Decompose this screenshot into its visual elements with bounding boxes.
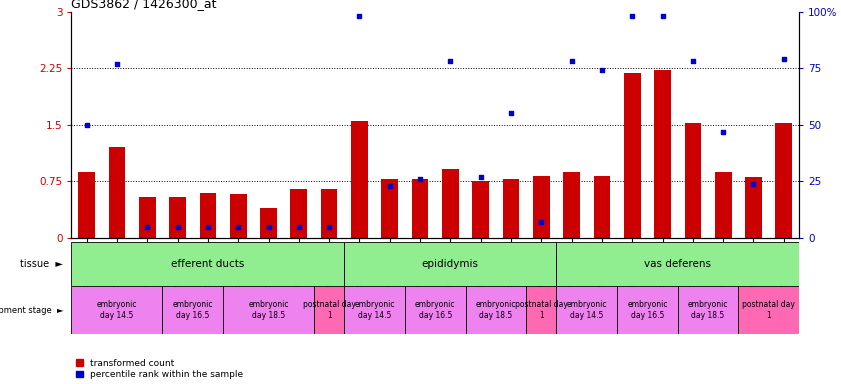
Bar [169,197,186,238]
Bar [654,70,671,238]
Point [201,223,214,230]
Text: embryonic
day 16.5: embryonic day 16.5 [172,300,213,320]
Text: embryonic
day 18.5: embryonic day 18.5 [248,300,288,320]
Text: embryonic
day 16.5: embryonic day 16.5 [415,300,456,320]
Point [444,58,458,65]
Bar [678,286,738,334]
Bar [775,123,792,238]
Bar [199,193,216,238]
Bar [405,286,466,334]
Text: postnatal day
1: postnatal day 1 [743,300,795,320]
Bar [738,286,799,334]
Bar [715,172,732,238]
Point [595,67,609,73]
Text: embryonic
day 16.5: embryonic day 16.5 [627,300,668,320]
Bar [139,197,156,238]
Point [777,56,791,62]
Bar [108,147,125,238]
Bar [351,121,368,238]
Point [383,183,396,189]
Bar [320,189,337,238]
Text: tissue  ►: tissue ► [20,259,63,269]
Bar [230,194,246,238]
Bar [557,286,617,334]
Point [110,61,124,67]
Bar [685,123,701,238]
Bar [71,242,344,286]
Text: development stage  ►: development stage ► [0,306,63,314]
Bar [594,176,611,238]
Bar [557,242,799,286]
Bar [162,286,223,334]
Text: embryonic
day 14.5: embryonic day 14.5 [97,300,137,320]
Text: efferent ducts: efferent ducts [172,259,245,269]
Bar [290,189,307,238]
Point [474,174,488,180]
Text: embryonic
day 18.5: embryonic day 18.5 [688,300,728,320]
Bar [344,242,557,286]
Text: vas deferens: vas deferens [644,259,711,269]
Point [747,180,760,187]
Text: GDS3862 / 1426300_at: GDS3862 / 1426300_at [71,0,217,10]
Bar [473,182,489,238]
Point [322,223,336,230]
Bar [71,286,162,334]
Bar [314,286,344,334]
Text: embryonic
day 14.5: embryonic day 14.5 [567,300,607,320]
Bar [563,172,580,238]
Text: embryonic
day 18.5: embryonic day 18.5 [476,300,516,320]
Point [352,13,366,19]
Bar [617,286,678,334]
Point [535,219,548,225]
Text: embryonic
day 14.5: embryonic day 14.5 [354,300,394,320]
Point [565,58,579,65]
Bar [466,286,526,334]
Point [231,223,245,230]
Text: epididymis: epididymis [422,259,479,269]
Point [656,13,669,19]
Text: postnatal day
1: postnatal day 1 [515,300,568,320]
Point [717,129,730,135]
Bar [526,286,557,334]
Point [413,176,426,182]
Bar [533,176,550,238]
Point [686,58,700,65]
Bar [382,179,398,238]
Point [505,111,518,117]
Bar [624,73,641,238]
Bar [260,208,277,238]
Bar [78,172,95,238]
Point [292,223,305,230]
Bar [412,179,428,238]
Bar [503,179,520,238]
Point [626,13,639,19]
Point [262,223,275,230]
Point [140,223,154,230]
Point [171,223,184,230]
Legend: transformed count, percentile rank within the sample: transformed count, percentile rank withi… [76,359,244,379]
Bar [442,169,458,238]
Bar [745,177,762,238]
Bar [223,286,314,334]
Text: postnatal day
1: postnatal day 1 [303,300,356,320]
Point [80,122,93,128]
Bar [344,286,405,334]
